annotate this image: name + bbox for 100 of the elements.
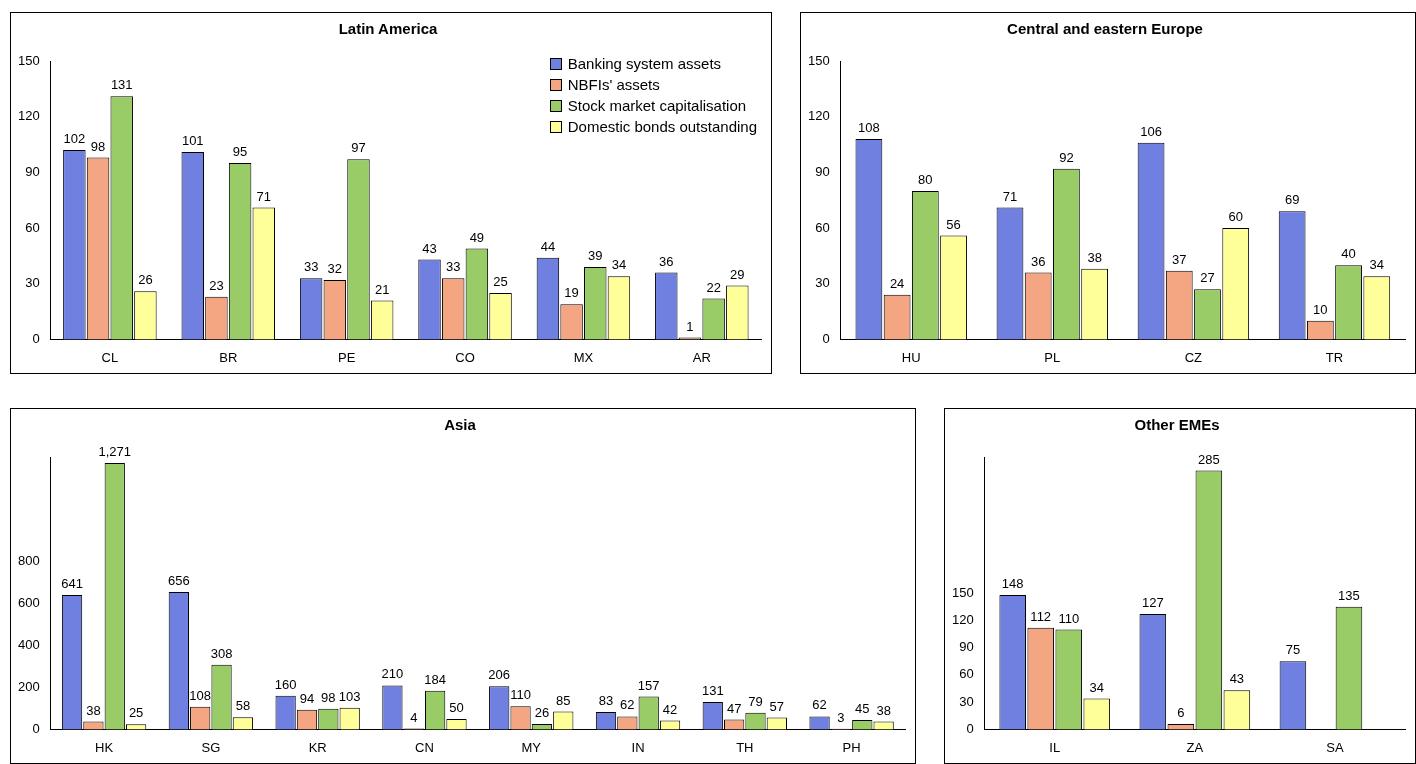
chart-title: Asia (444, 416, 477, 434)
y-tick-label: 120 (807, 108, 830, 124)
data-label: 1 (686, 318, 694, 334)
data-label: 60 (1228, 209, 1243, 225)
y-tick-label: 0 (966, 720, 974, 736)
chart-title: Latin America (338, 20, 438, 38)
y-tick-label: 30 (959, 693, 974, 709)
x-tick-label: SG (201, 739, 221, 755)
data-label: 110 (510, 687, 531, 703)
y-tick-label: 90 (25, 163, 40, 179)
legend-label: NBFIs' assets (567, 76, 660, 93)
data-label: 29 (730, 266, 745, 282)
data-label: 10 (1313, 301, 1328, 317)
data-label: 34 (1369, 257, 1385, 273)
data-label: 108 (858, 120, 880, 136)
data-label: 27 (1200, 270, 1215, 286)
data-label: 206 (488, 667, 511, 683)
x-tick-label: MX (573, 349, 594, 365)
data-label: 34 (611, 257, 627, 273)
x-tick-label: TH (736, 739, 754, 755)
y-tick-label: 30 (815, 275, 830, 291)
y-tick-label: 600 (17, 595, 40, 611)
data-label: 26 (534, 705, 550, 721)
y-tick-label: 0 (822, 330, 830, 346)
data-label: 50 (449, 700, 464, 715)
data-label: 92 (1059, 149, 1074, 165)
data-label: 26 (138, 272, 153, 288)
y-tick-label: 150 (807, 52, 830, 68)
data-label: 23 (209, 277, 224, 293)
y-tick-label: 150 (17, 52, 40, 68)
data-label: 102 (63, 131, 86, 147)
data-label: 40 (1341, 246, 1356, 262)
y-tick-label: 800 (17, 553, 40, 569)
x-tick-label: PL (1044, 349, 1061, 365)
data-label: 3 (837, 709, 845, 725)
y-tick-label: 30 (25, 275, 40, 291)
x-tick-label: PH (842, 739, 861, 755)
data-label: 108 (189, 687, 212, 703)
data-label: 62 (812, 697, 827, 713)
data-label: 79 (748, 693, 763, 709)
data-label: 83 (598, 693, 614, 709)
y-tick-label: 200 (17, 679, 40, 695)
y-tick-label: 0 (32, 720, 40, 736)
x-tick-label: IN (631, 739, 645, 755)
y-tick-label: 0 (32, 330, 40, 346)
data-label: 24 (889, 275, 905, 291)
data-label: 98 (321, 689, 336, 705)
data-label: 58 (235, 698, 251, 714)
data-label: 38 (86, 702, 101, 718)
data-label: 97 (351, 140, 366, 156)
x-tick-label: PE (337, 349, 356, 365)
data-label: 656 (167, 573, 190, 589)
data-label: 112 (1030, 608, 1052, 624)
data-label: 135 (1338, 587, 1360, 603)
chart-title: Other EMEs (1134, 416, 1220, 434)
data-label: 69 (1284, 192, 1300, 208)
data-label: 157 (637, 677, 660, 693)
data-label: 21 (374, 281, 390, 297)
data-label: 148 (1001, 576, 1024, 592)
data-label: 71 (1002, 188, 1018, 204)
x-tick-label: SA (1326, 739, 1344, 755)
data-label: 131 (701, 683, 724, 699)
data-label: 285 (1198, 451, 1220, 467)
x-tick-label: CN (415, 739, 434, 755)
data-label: 19 (564, 285, 579, 301)
legend-label: Domestic bonds outstanding (567, 118, 757, 135)
data-label: 45 (855, 701, 870, 717)
data-label: 85 (556, 692, 571, 708)
y-tick-label: 60 (815, 219, 830, 235)
data-label: 33 (445, 259, 461, 275)
data-label: 94 (299, 690, 315, 706)
data-label: 101 (181, 133, 204, 149)
y-tick-label: 60 (959, 666, 974, 682)
x-tick-label: CO (455, 349, 475, 365)
data-label: 38 (1087, 249, 1102, 265)
data-label: 44 (540, 238, 556, 254)
x-tick-label: BR (219, 349, 238, 365)
y-tick-label: 150 (951, 584, 974, 600)
y-tick-label: 400 (17, 637, 40, 653)
data-label: 308 (210, 645, 233, 661)
data-label: 80 (918, 172, 933, 187)
data-label: 42 (662, 701, 678, 717)
x-tick-label: ZA (1186, 739, 1204, 755)
data-label: 75 (1285, 642, 1301, 658)
data-label: 184 (424, 671, 446, 687)
x-tick-label: AR (692, 349, 711, 365)
data-label: 25 (128, 705, 144, 721)
chart-title: Central and eastern Europe (1007, 20, 1203, 38)
data-label: 57 (769, 698, 785, 714)
data-label: 43 (1229, 671, 1245, 687)
data-label: 49 (469, 229, 485, 245)
x-tick-label: MY (521, 739, 542, 755)
data-label: 110 (1058, 610, 1080, 626)
data-label: 1,271 (98, 444, 132, 460)
x-tick-label: KR (308, 739, 327, 755)
data-label: 37 (1172, 251, 1187, 267)
data-label: 39 (588, 248, 603, 264)
y-tick-label: 120 (951, 612, 974, 628)
x-tick-label: HU (901, 349, 921, 365)
data-label: 36 (659, 253, 674, 269)
